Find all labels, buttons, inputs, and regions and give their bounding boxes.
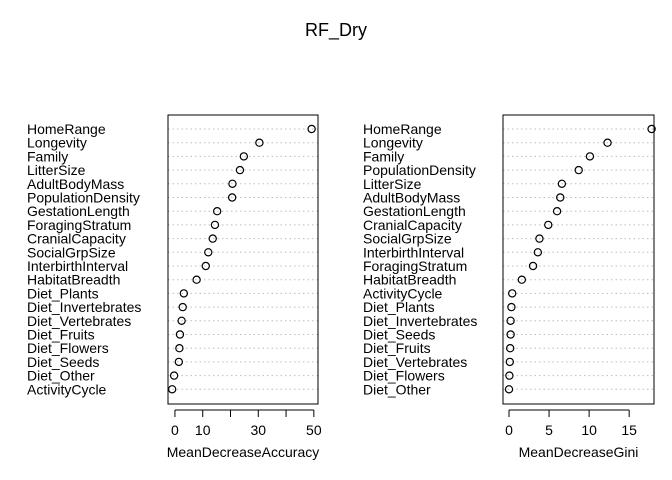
- data-point: [552, 206, 562, 216]
- x-tick-label: 5: [545, 422, 553, 438]
- category-label: Longevity: [363, 135, 423, 151]
- category-label: Diet_Vertebrates: [27, 313, 131, 329]
- chart-title: RF_Dry: [305, 20, 367, 41]
- plot-box: [502, 114, 655, 405]
- data-point: [533, 248, 543, 257]
- data-point: [235, 165, 245, 175]
- data-point: [178, 302, 187, 312]
- x-tick-label: 10: [581, 422, 597, 438]
- x-axis-title: MeanDecreaseGini: [519, 444, 639, 460]
- category-label: Diet_Flowers: [363, 368, 445, 384]
- data-point: [544, 220, 553, 230]
- category-label: Diet_Fruits: [27, 327, 95, 343]
- category-label: Diet_Seeds: [27, 354, 99, 370]
- data-point: [528, 261, 538, 271]
- category-label: Diet_Plants: [27, 285, 99, 301]
- data-point: [228, 179, 237, 188]
- category-label: Diet_Fruits: [363, 340, 431, 356]
- data-point: [603, 138, 612, 147]
- data-point: [574, 165, 583, 175]
- data-point: [585, 152, 595, 161]
- category-label: Diet_Invertebrates: [27, 299, 141, 315]
- x-tick-label: 50: [306, 422, 322, 438]
- data-point: [535, 234, 544, 243]
- category-label: SocialGrpSize: [27, 244, 116, 260]
- data-point: [505, 357, 515, 367]
- x-axis-title: MeanDecreaseAccuracy: [167, 444, 320, 460]
- data-point: [508, 289, 517, 298]
- plot-box: [167, 114, 319, 405]
- category-label: CranialCapacity: [363, 217, 462, 233]
- x-tick-label: 0: [171, 422, 179, 438]
- category-label: ActivityCycle: [27, 381, 107, 397]
- data-point: [505, 371, 514, 380]
- data-point: [179, 289, 189, 298]
- data-point: [169, 371, 179, 380]
- category-label: Diet_Invertebrates: [363, 313, 477, 329]
- data-point: [227, 193, 237, 202]
- dotchart-panel-1: HomeRangeLongevityFamilyLitterSizeAdultB…: [27, 114, 322, 460]
- category-label: LitterSize: [363, 176, 422, 192]
- category-label: ForagingStratum: [363, 258, 467, 274]
- category-label: GestationLength: [363, 203, 466, 219]
- category-label: ActivityCycle: [363, 285, 443, 301]
- category-label: Longevity: [27, 135, 87, 151]
- data-point: [192, 275, 201, 284]
- category-label: HabitatBreadth: [363, 272, 456, 288]
- data-point: [174, 357, 184, 367]
- category-label: Diet_Seeds: [363, 327, 435, 343]
- category-label: SocialGrpSize: [363, 231, 452, 247]
- category-label: Family: [27, 148, 68, 164]
- data-point: [556, 193, 565, 202]
- category-label: AdultBodyMass: [27, 176, 124, 192]
- data-point: [210, 220, 220, 230]
- x-tick-label: 30: [250, 422, 266, 438]
- category-label: AdultBodyMass: [363, 190, 460, 206]
- category-label: Diet_Vertebrates: [363, 354, 467, 370]
- x-tick-label: 0: [505, 422, 513, 438]
- data-point: [167, 385, 177, 394]
- data-point: [212, 206, 222, 216]
- category-label: ForagingStratum: [27, 217, 131, 233]
- category-label: PopulationDensity: [27, 190, 140, 206]
- category-label: InterbirthInterval: [27, 258, 128, 274]
- panels: HomeRangeLongevityFamilyLitterSizeAdultB…: [27, 114, 656, 460]
- data-point: [517, 275, 527, 284]
- dotchart-panel-2: HomeRangeLongevityFamilyPopulationDensit…: [363, 114, 656, 460]
- category-label: Diet_Plants: [363, 299, 435, 315]
- x-tick-label: 10: [195, 422, 211, 438]
- category-label: Diet_Other: [27, 368, 95, 384]
- data-point: [239, 152, 249, 161]
- category-label: HomeRange: [27, 121, 106, 137]
- data-point: [507, 302, 516, 312]
- category-label: LitterSize: [27, 162, 86, 178]
- category-label: Diet_Other: [363, 381, 431, 397]
- category-label: Family: [363, 148, 404, 164]
- category-label: Diet_Flowers: [27, 340, 109, 356]
- category-label: GestationLength: [27, 203, 130, 219]
- x-tick-label: 15: [621, 422, 637, 438]
- category-label: CranialCapacity: [27, 231, 126, 247]
- data-point: [177, 316, 186, 325]
- data-point: [557, 179, 567, 188]
- category-label: HabitatBreadth: [27, 272, 120, 288]
- data-point: [175, 344, 184, 353]
- data-point: [504, 385, 514, 394]
- data-point: [204, 248, 213, 257]
- data-point: [647, 124, 656, 134]
- data-point: [506, 330, 515, 339]
- category-label: PopulationDensity: [363, 162, 476, 178]
- category-label: HomeRange: [363, 121, 442, 137]
- data-point: [506, 344, 515, 353]
- data-point: [255, 138, 264, 147]
- data-point: [307, 124, 316, 134]
- data-point: [175, 330, 185, 339]
- data-point: [506, 316, 515, 325]
- data-point: [201, 261, 210, 271]
- category-label: InterbirthInterval: [363, 244, 464, 260]
- data-point: [208, 234, 217, 243]
